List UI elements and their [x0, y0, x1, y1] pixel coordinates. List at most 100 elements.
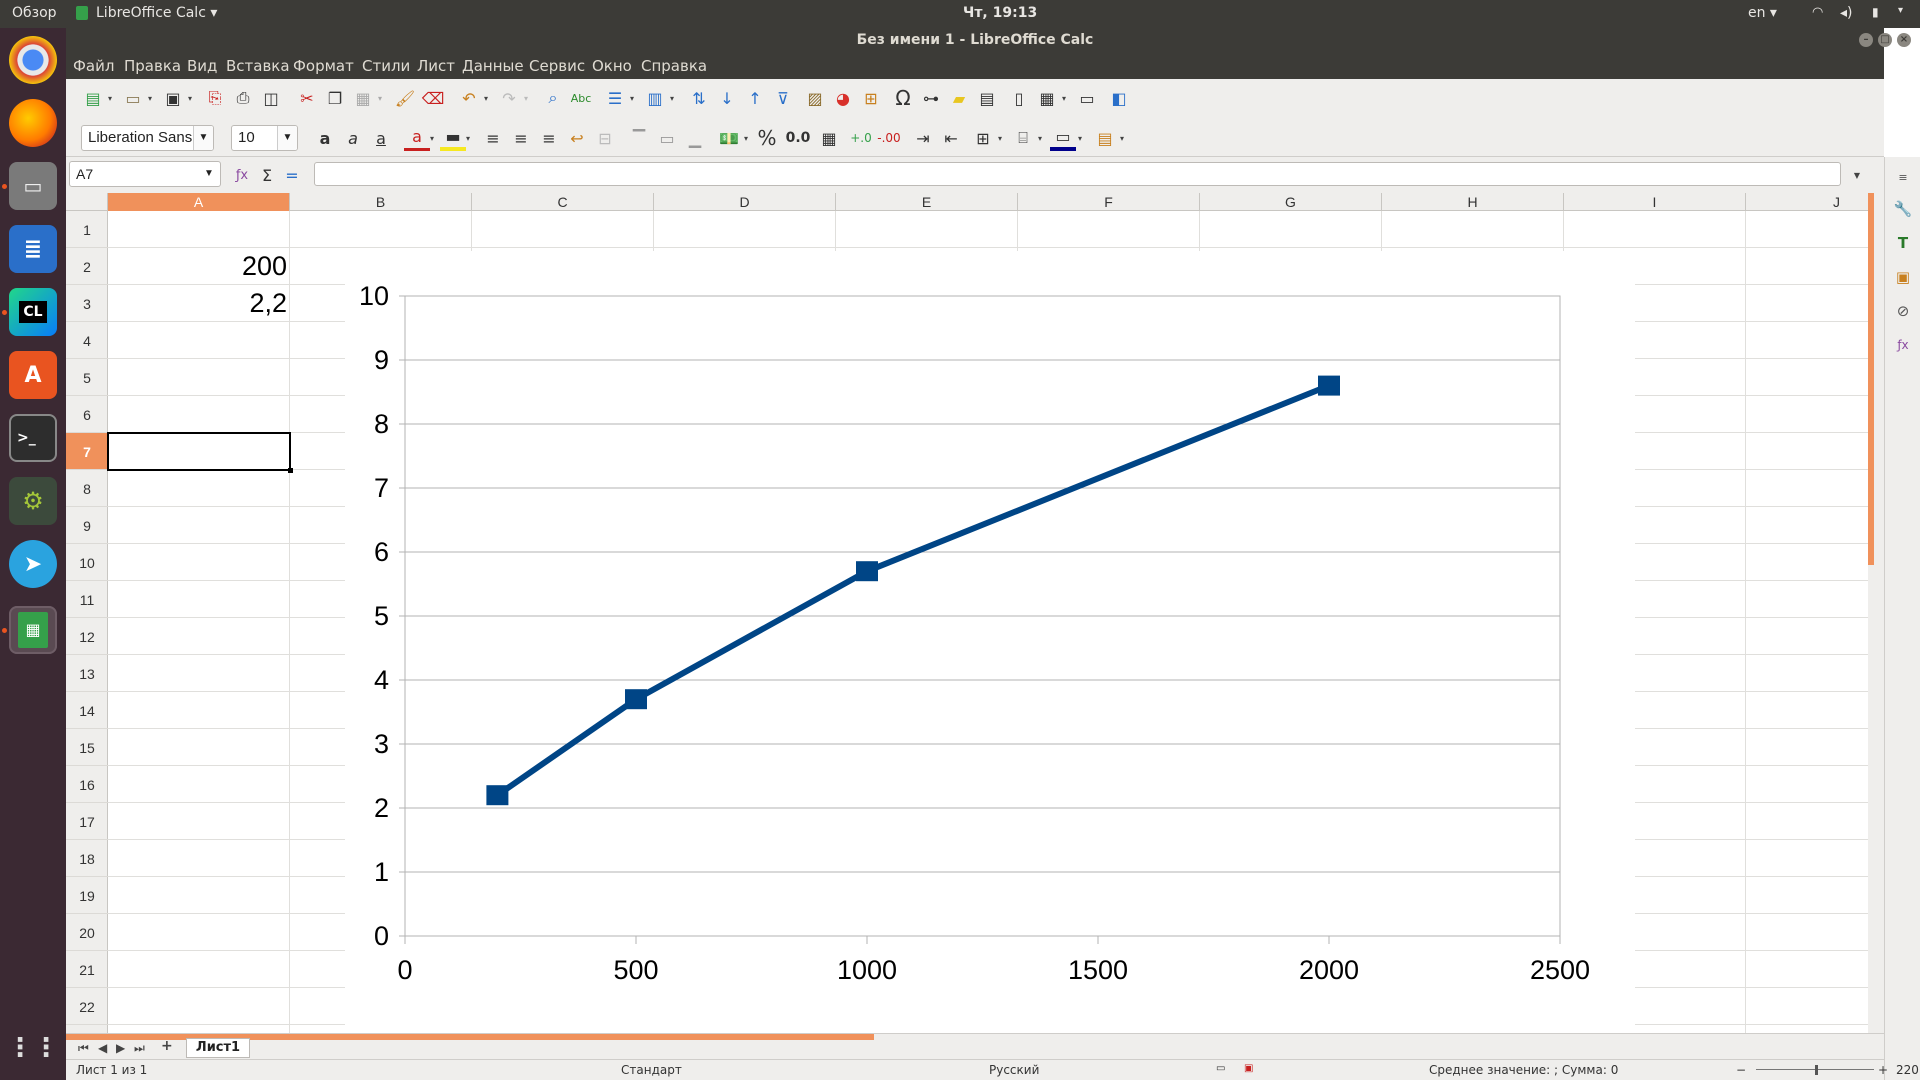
new-document-icon[interactable]: ▤ [85, 88, 101, 108]
percent-format-icon[interactable]: % [757, 126, 777, 150]
insert-image-icon[interactable]: ▨ [807, 88, 823, 108]
column-header-j[interactable]: J [1746, 193, 1868, 211]
cell-a2[interactable]: 200 [241, 251, 287, 281]
row-header-22[interactable]: 22 [66, 988, 108, 1025]
menu-styles[interactable]: Стили [362, 57, 411, 75]
name-box-dropdown-icon[interactable]: ▼ [204, 168, 214, 179]
number-format-icon[interactable]: 0.0 [785, 130, 811, 146]
row-header-2[interactable]: 2 [66, 248, 108, 285]
increase-indent-icon[interactable]: ⇥ [916, 128, 930, 148]
expand-formula-bar-icon[interactable]: ▼ [1853, 170, 1861, 180]
column-header-h[interactable]: H [1382, 193, 1564, 211]
formula-input[interactable] [314, 162, 1841, 186]
navigator-icon[interactable]: ⊘ [1896, 302, 1910, 320]
export-pdf-icon[interactable]: ⎘ [208, 88, 222, 107]
row-header-15[interactable]: 15 [66, 729, 108, 766]
app-menu-button[interactable]: LibreOffice Calc ▾ [96, 5, 218, 21]
maximize-icon[interactable]: □ [1878, 33, 1892, 47]
show-draw-functions-icon[interactable]: ◧ [1111, 88, 1127, 108]
column-header-d[interactable]: D [654, 193, 836, 211]
row-dropdown-icon[interactable]: ▾ [629, 93, 634, 103]
new-dropdown-icon[interactable]: ▾ [107, 93, 112, 103]
borders-dropdown-icon[interactable]: ▾ [997, 133, 1002, 143]
next-sheet-icon[interactable]: ▶ [116, 1041, 126, 1055]
row-header-7[interactable]: 7 [66, 433, 108, 470]
print-preview-icon[interactable]: ◫ [263, 88, 279, 108]
fill-handle[interactable] [288, 468, 293, 473]
zoom-out-icon[interactable]: − [1736, 1063, 1747, 1077]
menu-format[interactable]: Формат [293, 57, 354, 75]
conditional-format-icon[interactable]: ▤ [1097, 128, 1113, 148]
redo-icon[interactable]: ↷ [502, 88, 516, 108]
prev-sheet-icon[interactable]: ◀ [98, 1041, 108, 1055]
font-name-box[interactable]: Liberation Sans ▼ [81, 125, 214, 151]
vertical-scroll-thumb[interactable] [1868, 193, 1874, 565]
function-wizard-icon[interactable]: ƒx [235, 167, 249, 183]
pivot-table-icon[interactable]: ⊞ [864, 88, 878, 108]
row-header-13[interactable]: 13 [66, 655, 108, 692]
last-sheet-icon[interactable]: ⏭ [134, 1041, 145, 1055]
menu-insert[interactable]: Вставка [226, 57, 290, 75]
terminal-icon[interactable]: >_ [9, 414, 57, 462]
selection-mode-icon[interactable]: ▭ [1216, 1063, 1226, 1074]
keyboard-layout-indicator[interactable]: en ▾ [1748, 5, 1777, 21]
sort-descending-icon[interactable]: ↑ [748, 88, 762, 108]
underline-icon[interactable]: a [376, 128, 386, 148]
column-icon[interactable]: ▥ [647, 88, 663, 108]
select-all-corner[interactable] [66, 193, 108, 211]
align-bottom-icon[interactable]: ▁ [688, 128, 702, 148]
chromium-icon[interactable] [9, 36, 57, 84]
first-sheet-icon[interactable]: ⏮ [78, 1041, 89, 1055]
align-right-icon[interactable]: ≡ [542, 128, 556, 148]
row-header-3[interactable]: 3 [66, 285, 108, 322]
column-header-g[interactable]: G [1200, 193, 1382, 211]
menu-help[interactable]: Справка [641, 57, 708, 75]
row-header-4[interactable]: 4 [66, 322, 108, 359]
column-header-e[interactable]: E [836, 193, 1018, 211]
save-icon[interactable]: ▣ [165, 88, 181, 108]
system-menu-arrow-icon[interactable]: ▾ [1898, 5, 1904, 16]
header-footer-icon[interactable]: ▤ [979, 88, 995, 108]
name-box[interactable]: A7 ▼ [69, 161, 221, 187]
paste-icon[interactable]: ▦ [355, 88, 371, 108]
column-header-c[interactable]: C [472, 193, 654, 211]
open-icon[interactable]: ▭ [125, 88, 141, 108]
save-dropdown-icon[interactable]: ▾ [187, 93, 192, 103]
print-icon[interactable]: ⎙ [236, 88, 250, 107]
highlight-dropdown-icon[interactable]: ▾ [465, 133, 470, 143]
wrap-text-icon[interactable]: ↩ [570, 128, 584, 148]
row-header-5[interactable]: 5 [66, 359, 108, 396]
column-header-b[interactable]: B [290, 193, 472, 211]
bold-icon[interactable]: a [319, 128, 331, 148]
row-header-16[interactable]: 16 [66, 766, 108, 803]
special-character-icon[interactable]: Ω [895, 86, 911, 110]
font-size-box[interactable]: 10 ▼ [231, 125, 298, 151]
column-dropdown-icon[interactable]: ▾ [669, 93, 674, 103]
hyperlink-icon[interactable]: ⊶ [923, 88, 939, 108]
row-header-12[interactable]: 12 [66, 618, 108, 655]
add-sheet-icon[interactable]: + [161, 1038, 173, 1054]
row-header-17[interactable]: 17 [66, 803, 108, 840]
spelling-icon[interactable]: Abc [570, 91, 592, 105]
font-name-dropdown-icon[interactable]: ▼ [193, 126, 213, 150]
freeze-dropdown-icon[interactable]: ▾ [1061, 93, 1066, 103]
border-style-icon[interactable]: ⌸ [1018, 128, 1028, 147]
language-status[interactable]: Русский [989, 1063, 1040, 1077]
zoom-slider-thumb[interactable] [1815, 1065, 1818, 1075]
cell-a3[interactable]: 2,2 [249, 288, 287, 318]
writer-icon[interactable]: ≣ [9, 225, 57, 273]
sheet-tab[interactable]: Лист1 [186, 1038, 250, 1058]
align-middle-icon[interactable]: ▭ [659, 128, 675, 148]
column-header-i[interactable]: I [1564, 193, 1746, 211]
telegram-icon[interactable]: ➤ [9, 540, 57, 588]
sort-icon[interactable]: ⇅ [692, 88, 706, 108]
copy-icon[interactable]: ❐ [327, 88, 343, 108]
column-header-a[interactable]: A [108, 193, 290, 211]
row-header-11[interactable]: 11 [66, 581, 108, 618]
sum-icon[interactable]: Σ [261, 165, 273, 185]
files-icon[interactable]: ▭ [9, 162, 57, 210]
vertical-scrollbar[interactable] [1868, 193, 1884, 1033]
battery-icon[interactable]: ▮ [1872, 5, 1879, 19]
menu-edit[interactable]: Правка [124, 57, 182, 75]
font-size-dropdown-icon[interactable]: ▼ [277, 126, 297, 150]
